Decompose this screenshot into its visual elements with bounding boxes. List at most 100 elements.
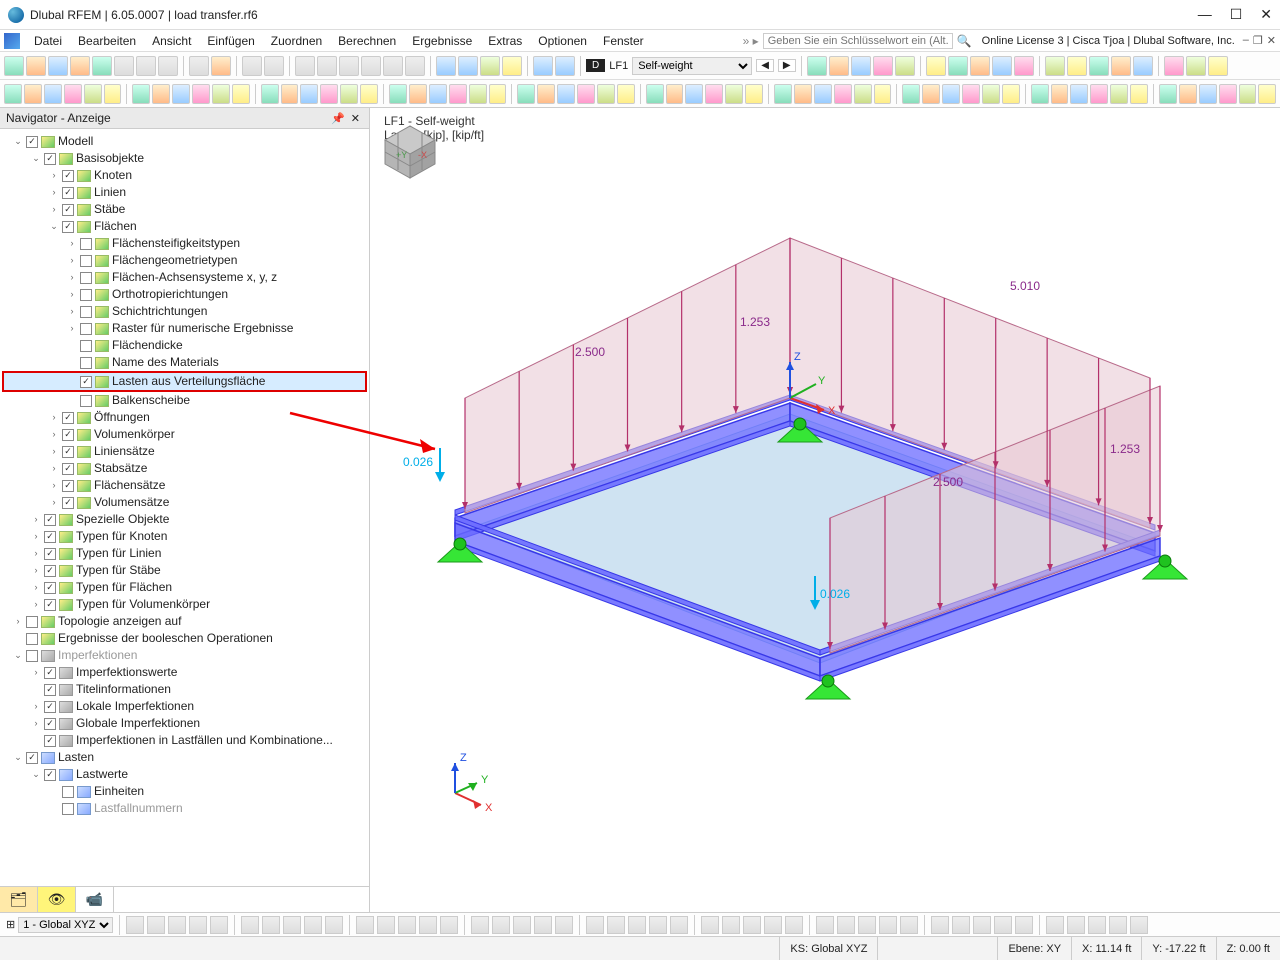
panel-close-icon[interactable]: ✕	[348, 112, 363, 125]
tree-row[interactable]: ⌄✓Basisobjekte	[2, 150, 367, 167]
toolbar2-button[interactable]	[132, 84, 150, 104]
toolbar2-button[interactable]	[152, 84, 170, 104]
toolbar2-button[interactable]	[666, 84, 684, 104]
bottom-button[interactable]	[513, 916, 531, 934]
toolbar-button[interactable]	[926, 56, 946, 76]
menu-einfügen[interactable]: Einfügen	[199, 34, 262, 48]
nav-tab-views[interactable]: 📹	[76, 887, 114, 912]
tree-row[interactable]: ›✓Öffnungen	[2, 409, 367, 426]
toolbar2-button[interactable]	[1070, 84, 1088, 104]
toolbar-button[interactable]	[242, 56, 262, 76]
toolbar-button[interactable]	[361, 56, 381, 76]
toolbar-button[interactable]	[48, 56, 68, 76]
toolbar-button[interactable]	[1111, 56, 1131, 76]
toolbar-button[interactable]	[992, 56, 1012, 76]
mdi-close[interactable]: ✕	[1267, 34, 1276, 47]
tree-row[interactable]: Ergebnisse der booleschen Operationen	[2, 630, 367, 647]
bottom-button[interactable]	[931, 916, 949, 934]
toolbar2-button[interactable]	[725, 84, 743, 104]
tree-row[interactable]: ›✓Liniensätze	[2, 443, 367, 460]
toolbar-button[interactable]	[480, 56, 500, 76]
tree-row[interactable]: ⌄Imperfektionen	[2, 647, 367, 664]
close-button[interactable]: ✕	[1260, 6, 1272, 23]
tree-row[interactable]: ›✓Typen für Flächen	[2, 579, 367, 596]
tree-checkbox[interactable]: ✓	[44, 548, 56, 560]
tree-checkbox[interactable]: ✓	[44, 684, 56, 696]
toolbar-button[interactable]	[189, 56, 209, 76]
tree-row[interactable]: ›✓Typen für Knoten	[2, 528, 367, 545]
tree-checkbox[interactable]: ✓	[26, 136, 38, 148]
tree-checkbox[interactable]: ✓	[44, 514, 56, 526]
toolbar-button[interactable]	[4, 56, 24, 76]
toolbar-button[interactable]	[502, 56, 522, 76]
nav-tab-data[interactable]: 🗂	[0, 887, 38, 912]
toolbar-button[interactable]	[970, 56, 990, 76]
bottom-button[interactable]	[126, 916, 144, 934]
toolbar2-button[interactable]	[814, 84, 832, 104]
tree-checkbox[interactable]	[26, 633, 38, 645]
toolbar2-button[interactable]	[942, 84, 960, 104]
tree-checkbox[interactable]: ✓	[44, 153, 56, 165]
bottom-button[interactable]	[1130, 916, 1148, 934]
tree-row[interactable]: ✓Lasten aus Verteilungsfläche	[2, 371, 367, 392]
toolbar2-button[interactable]	[409, 84, 427, 104]
bottom-button[interactable]	[816, 916, 834, 934]
toolbar2-button[interactable]	[261, 84, 279, 104]
lc-dropdown[interactable]: Self-weight	[632, 57, 752, 75]
tree-row[interactable]: ›✓Stäbe	[2, 201, 367, 218]
toolbar-button[interactable]	[92, 56, 112, 76]
toolbar2-button[interactable]	[64, 84, 82, 104]
toolbar-button[interactable]	[458, 56, 478, 76]
toolbar2-button[interactable]	[685, 84, 703, 104]
toolbar2-button[interactable]	[320, 84, 338, 104]
toolbar-button[interactable]	[436, 56, 456, 76]
tree-row[interactable]: ›Orthotropierichtungen	[2, 286, 367, 303]
workplane-select[interactable]: 1 - Global XYZ	[18, 917, 113, 933]
tree-row[interactable]: ›Flächengeometrietypen	[2, 252, 367, 269]
bottom-button[interactable]	[534, 916, 552, 934]
toolbar-button[interactable]	[1089, 56, 1109, 76]
tree-checkbox[interactable]: ✓	[44, 718, 56, 730]
toolbar-button[interactable]	[383, 56, 403, 76]
toolbar2-button[interactable]	[469, 84, 487, 104]
bottom-button[interactable]	[1109, 916, 1127, 934]
toolbar2-button[interactable]	[1159, 84, 1177, 104]
toolbar-button[interactable]	[895, 56, 915, 76]
tree-row[interactable]: ›✓Volumensätze	[2, 494, 367, 511]
bottom-button[interactable]	[189, 916, 207, 934]
toolbar2-button[interactable]	[1219, 84, 1237, 104]
tree-checkbox[interactable]	[80, 306, 92, 318]
tree-row[interactable]: ›Raster für numerische Ergebnisse	[2, 320, 367, 337]
toolbar-button[interactable]	[317, 56, 337, 76]
bottom-button[interactable]	[377, 916, 395, 934]
toolbar2-button[interactable]	[902, 84, 920, 104]
toolbar-button[interactable]	[1164, 56, 1184, 76]
toolbar2-button[interactable]	[597, 84, 615, 104]
toolbar-button[interactable]	[405, 56, 425, 76]
3d-viewport[interactable]: LF1 - Self-weight Lasten [kip], [kip/ft]…	[370, 108, 1280, 912]
toolbar2-button[interactable]	[104, 84, 122, 104]
mdi-minimize[interactable]: –	[1243, 34, 1249, 47]
bottom-button[interactable]	[419, 916, 437, 934]
bottom-button[interactable]	[670, 916, 688, 934]
toolbar2-button[interactable]	[646, 84, 664, 104]
tree-checkbox[interactable]	[80, 238, 92, 250]
bottom-button[interactable]	[555, 916, 573, 934]
toolbar2-button[interactable]	[854, 84, 872, 104]
toolbar2-button[interactable]	[617, 84, 635, 104]
bottom-button[interactable]	[1067, 916, 1085, 934]
toolbar2-button[interactable]	[1239, 84, 1257, 104]
tree-checkbox[interactable]: ✓	[62, 412, 74, 424]
toolbar2-button[interactable]	[1002, 84, 1020, 104]
tree-checkbox[interactable]: ✓	[62, 463, 74, 475]
menu-extras[interactable]: Extras	[480, 34, 530, 48]
toolbar2-button[interactable]	[1179, 84, 1197, 104]
tree-checkbox[interactable]: ✓	[44, 701, 56, 713]
toolbar-button[interactable]	[26, 56, 46, 76]
workplane-icon[interactable]: ⊞	[6, 918, 15, 931]
tree-row[interactable]: Balkenscheibe	[2, 392, 367, 409]
tree-row[interactable]: Name des Materials	[2, 354, 367, 371]
bottom-button[interactable]	[440, 916, 458, 934]
tree-checkbox[interactable]	[80, 272, 92, 284]
toolbar2-button[interactable]	[232, 84, 250, 104]
